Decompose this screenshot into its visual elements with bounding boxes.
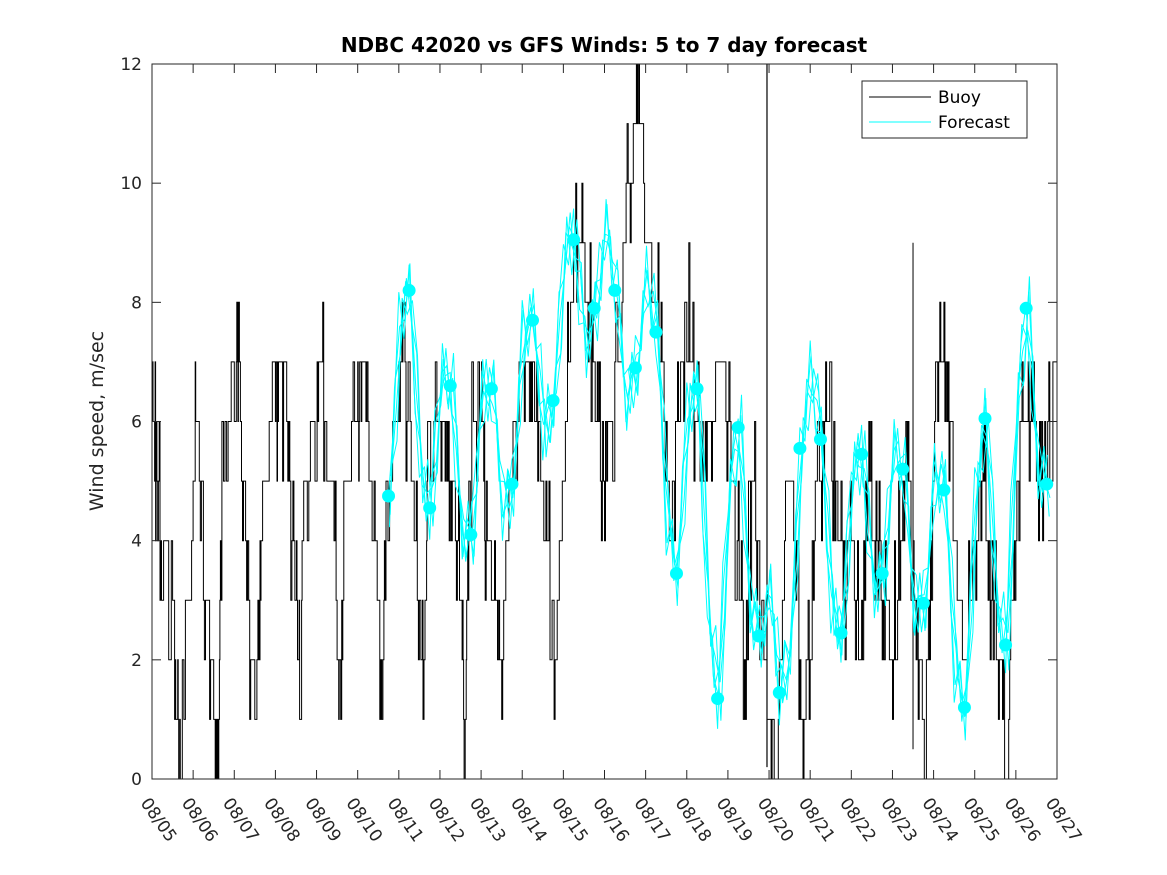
legend: Buoy Forecast (861, 80, 1028, 139)
x-tick-label: 08/11 (383, 794, 427, 846)
forecast-point (916, 596, 930, 610)
forecast-point (669, 566, 683, 580)
x-tick-label: 08/16 (588, 794, 632, 846)
x-tick-label: 08/22 (835, 794, 879, 846)
forecast-point (875, 566, 889, 580)
x-tick-label: 08/17 (630, 794, 674, 846)
y-tick-label: 4 (131, 532, 142, 552)
x-tick-label: 08/09 (300, 794, 344, 846)
x-tick-label: 08/24 (917, 794, 961, 846)
y-tick-label: 2 (131, 651, 142, 671)
y-tick-label: 12 (120, 55, 142, 75)
forecast-point (484, 382, 498, 396)
x-tick-label: 08/21 (794, 794, 838, 846)
forecast-point (813, 432, 827, 446)
forecast-point (464, 528, 478, 542)
x-tick-label: 08/27 (1041, 794, 1085, 846)
forecast-point (896, 462, 910, 476)
x-tick-label: 08/06 (177, 794, 221, 846)
forecast-point (1040, 477, 1054, 491)
forecast-point (772, 686, 786, 700)
x-tick-label: 08/08 (259, 794, 303, 846)
x-tick-label: 08/07 (218, 794, 262, 846)
x-tick-label: 08/26 (1000, 794, 1044, 846)
forecast-point (402, 283, 416, 297)
forecast-point (505, 477, 519, 491)
axis-ticks (151, 63, 1058, 780)
x-tick-label: 08/19 (712, 794, 756, 846)
forecast-point (978, 412, 992, 426)
x-tick-label: 08/25 (959, 794, 1003, 846)
forecast-point (382, 489, 396, 503)
forecast-point (649, 325, 663, 339)
forecast-point (690, 382, 704, 396)
forecast-point (1019, 301, 1033, 315)
x-tick-label: 08/13 (465, 794, 509, 846)
x-tick-label: 08/12 (424, 794, 468, 846)
forecast-point (834, 626, 848, 640)
forecast-point (443, 379, 457, 393)
y-tick-label: 0 (131, 770, 142, 790)
legend-buoy-label: Buoy (938, 88, 981, 108)
forecast-point (608, 283, 622, 297)
x-tick-label: 08/18 (671, 794, 715, 846)
forecast-series-line (391, 216, 1051, 721)
forecast-point (546, 394, 560, 408)
x-tick-labels: 08/0508/0608/0708/0808/0908/1008/1108/12… (136, 794, 1085, 846)
legend-box (861, 80, 1028, 139)
y-tick-labels: 0 2 4 6 8 10 12 (120, 55, 142, 790)
forecast-point (855, 447, 869, 461)
forecast-point (628, 361, 642, 375)
forecast-point (567, 233, 581, 247)
x-tick-label: 08/23 (876, 794, 920, 846)
x-tick-label: 08/14 (506, 794, 550, 846)
x-tick-label: 08/05 (136, 794, 180, 846)
y-tick-label: 6 (131, 413, 142, 433)
chart-title: NDBC 42020 vs GFS Winds: 5 to 7 day fore… (341, 33, 868, 57)
forecast-point (731, 420, 745, 434)
x-tick-label: 08/15 (547, 794, 591, 846)
forecast-point (423, 501, 437, 515)
y-tick-label: 10 (120, 174, 142, 194)
legend-forecast-label: Forecast (938, 113, 1010, 133)
y-tick-label: 8 (131, 293, 142, 313)
forecast-point (957, 701, 971, 714)
x-tick-label: 08/10 (342, 794, 386, 846)
forecast-point (752, 629, 766, 643)
forecast-point (793, 441, 807, 455)
x-tick-label: 08/20 (753, 794, 797, 846)
forecast-point (587, 301, 601, 315)
forecast-point (937, 483, 951, 497)
forecast-point (711, 692, 725, 706)
forecast-point (999, 638, 1013, 652)
y-axis-label: Wind speed, m/sec (86, 331, 108, 511)
forecast-markers (382, 233, 1054, 714)
forecast-point (526, 313, 540, 327)
